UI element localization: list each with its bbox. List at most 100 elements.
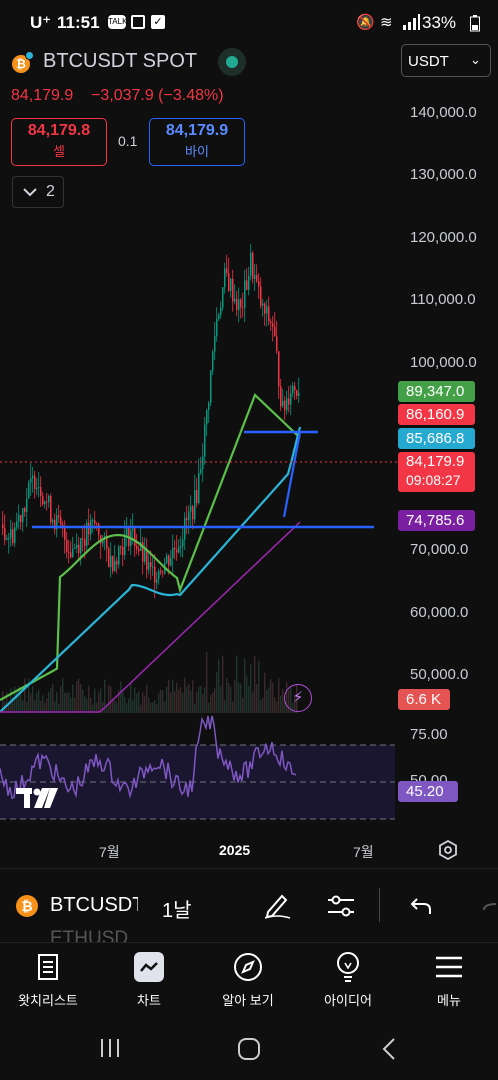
- volume-bar: [278, 678, 280, 713]
- candle-body: [20, 514, 22, 523]
- volume-bar: [38, 689, 40, 713]
- price-axis-label: 110,000.0: [410, 291, 476, 308]
- candle-body: [78, 544, 80, 554]
- candle-body: [6, 538, 8, 540]
- candle-body: [232, 278, 234, 302]
- volume-bar: [26, 701, 28, 713]
- volume-bar: [282, 689, 284, 713]
- volume-bar: [218, 659, 220, 713]
- volume-bar: [146, 684, 148, 713]
- candle-body: [58, 515, 60, 518]
- candle-body: [72, 548, 74, 557]
- candle-body: [86, 522, 88, 546]
- candle-body: [146, 549, 148, 570]
- sell-button[interactable]: 84,179.8 셀: [11, 118, 107, 166]
- candle-body: [124, 535, 126, 556]
- nav-label: 차트: [137, 993, 161, 1008]
- indicators-toggle[interactable]: 2: [12, 176, 64, 208]
- volume-bar: [222, 655, 224, 713]
- candle-body: [190, 506, 192, 512]
- buy-button[interactable]: 84,179.9 바이: [149, 118, 245, 166]
- candle-body: [18, 514, 20, 522]
- candle-body: [212, 351, 214, 371]
- volume-bar: [252, 692, 254, 713]
- interval-select[interactable]: 1날: [162, 900, 192, 922]
- pencil-draw-icon[interactable]: [262, 890, 292, 920]
- volume-bar: [244, 658, 246, 713]
- volume-bar: [270, 679, 272, 713]
- nav-chart[interactable]: 차트: [101, 950, 197, 1009]
- candle-body: [296, 390, 298, 396]
- nav-ideas[interactable]: 아이디어: [300, 950, 396, 1009]
- price-chart[interactable]: [0, 44, 498, 874]
- volume-bar: [258, 660, 260, 713]
- lightning-icon[interactable]: ⚡: [284, 684, 312, 712]
- volume-bar: [32, 686, 34, 713]
- undo-icon[interactable]: [409, 896, 433, 916]
- volume-bar: [76, 680, 78, 713]
- volume-bar: [236, 655, 238, 713]
- candle-body: [182, 539, 184, 547]
- ma-purple-tag: 74,785.6: [398, 510, 475, 531]
- time-axis-label: 7월: [353, 844, 374, 860]
- wifi-icon: ≋: [380, 14, 393, 31]
- volume-bar: [216, 672, 218, 713]
- candle-body: [40, 487, 42, 496]
- sell-label: 셀: [53, 144, 65, 159]
- volume-bar: [170, 692, 172, 713]
- candle-body: [252, 252, 254, 279]
- volume-bar: [240, 683, 242, 713]
- volume-bar: [198, 686, 200, 713]
- candle-body: [258, 281, 260, 287]
- back-icon[interactable]: [381, 1037, 397, 1061]
- candle-body: [156, 579, 158, 583]
- volume-bar: [204, 687, 206, 713]
- volume-bar: [14, 686, 16, 713]
- redo-icon[interactable]: [478, 898, 498, 916]
- volume-bar: [126, 703, 128, 713]
- nav-explore[interactable]: 알아 보기: [200, 950, 296, 1009]
- indicators-settings-icon[interactable]: [326, 892, 356, 920]
- volume-bar: [30, 693, 32, 713]
- nav-watchlist[interactable]: 왓치리스트: [0, 950, 96, 1009]
- home-icon[interactable]: [237, 1037, 261, 1061]
- candle-body: [290, 393, 292, 405]
- rsi-value-tag: 45.20: [398, 781, 458, 802]
- volume-bar: [108, 685, 110, 713]
- last-price: 84,179.9: [11, 87, 74, 104]
- candle-body: [240, 299, 242, 308]
- bitcoin-logo-icon: ₿: [12, 55, 30, 73]
- volume-bar: [274, 697, 276, 713]
- currency-select[interactable]: USDT ⌄: [401, 44, 491, 77]
- candle-body: [82, 538, 84, 540]
- symbol-title[interactable]: BTCUSDT SPOT: [43, 50, 198, 72]
- candle-body: [88, 522, 90, 535]
- price-axis-label: 70,000.0: [410, 541, 469, 558]
- candle-body: [218, 314, 220, 320]
- candle-body: [244, 280, 246, 308]
- chart-icon: [134, 952, 164, 982]
- volume-bar: [260, 700, 262, 713]
- volume-bar: [80, 684, 82, 713]
- candle-body: [28, 482, 30, 499]
- candle-body: [10, 529, 12, 539]
- toolbar-symbol[interactable]: BTCUSDT: [50, 894, 138, 916]
- volume-bar: [140, 704, 142, 713]
- ma-red-tag: 86,160.9: [398, 404, 475, 425]
- volume-bar: [192, 680, 194, 713]
- bottom-nav: [0, 942, 498, 1021]
- volume-bar: [262, 697, 264, 713]
- volume-bar: [138, 691, 140, 713]
- candle-body: [160, 570, 162, 573]
- mute-icon: 🔕: [356, 14, 375, 31]
- settings-icon[interactable]: [437, 839, 459, 861]
- recent-apps-icon[interactable]: [99, 1037, 121, 1059]
- candle-body: [106, 535, 108, 549]
- spread-value: 0.1: [118, 133, 138, 149]
- market-status-icon[interactable]: [218, 48, 246, 76]
- volume-bar: [248, 686, 250, 713]
- volume-bar: [42, 695, 44, 713]
- nav-menu[interactable]: 메뉴: [401, 950, 497, 1009]
- volume-bar: [164, 701, 166, 713]
- candle-body: [172, 547, 174, 558]
